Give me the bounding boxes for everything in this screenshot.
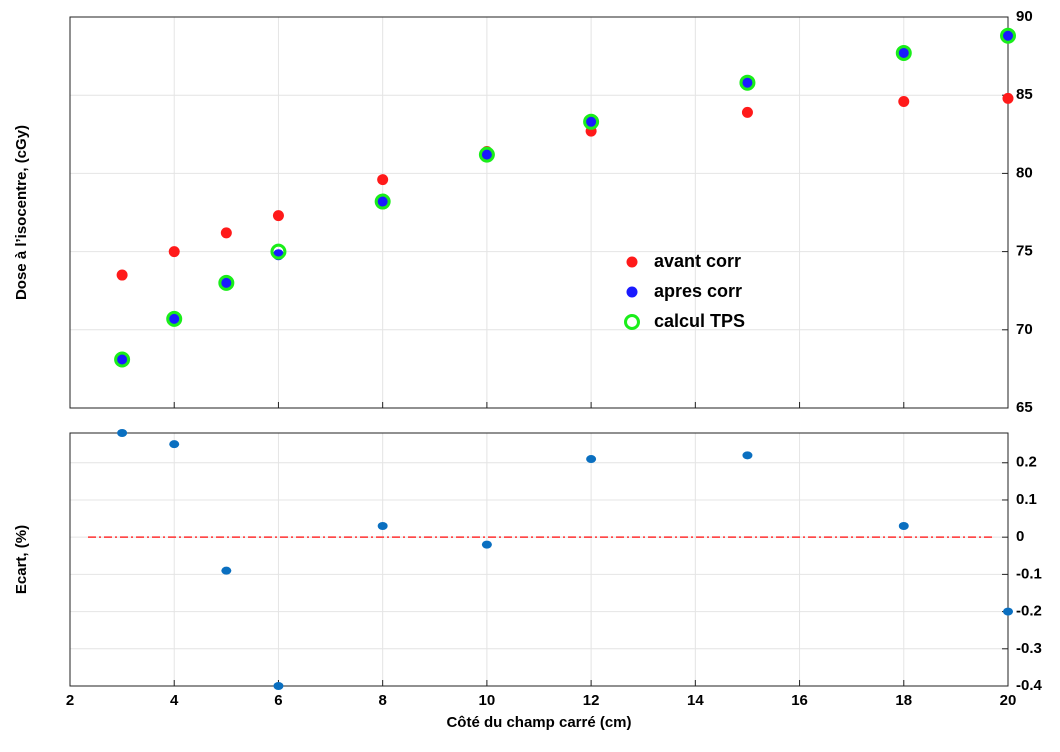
x-tick-label: 6 — [274, 692, 282, 709]
x-tick-label: 8 — [378, 692, 386, 709]
y-axis-label: Ecart, (%) — [13, 525, 30, 594]
y-tick-label: -0.1 — [1016, 565, 1042, 582]
legend-label: apres corr — [654, 281, 742, 301]
x-tick-label: 18 — [895, 692, 912, 709]
marker — [898, 95, 910, 107]
marker — [377, 522, 388, 531]
y-tick-label: 70 — [1016, 321, 1033, 338]
marker — [739, 74, 756, 91]
marker — [1002, 92, 1014, 104]
y-tick-label: -0.4 — [1016, 677, 1043, 694]
x-tick-label: 14 — [687, 692, 704, 709]
marker — [481, 149, 493, 161]
marker — [377, 174, 389, 186]
marker — [114, 351, 131, 368]
marker — [741, 77, 753, 89]
marker — [116, 354, 128, 366]
marker — [895, 44, 912, 61]
y-tick-label: 0.1 — [1016, 491, 1037, 508]
marker — [585, 116, 597, 128]
x-tick-label: 10 — [479, 692, 496, 709]
y-tick-label: 90 — [1016, 8, 1033, 25]
x-tick-label: 2 — [66, 692, 74, 709]
x-axis-label: Côté du champ carré (cm) — [446, 714, 631, 731]
marker — [478, 146, 495, 163]
y-tick-label: -0.2 — [1016, 603, 1042, 620]
plot-frame — [69, 16, 1009, 409]
marker — [374, 193, 391, 210]
legend-marker — [624, 314, 640, 330]
marker — [741, 106, 753, 118]
marker — [1000, 27, 1016, 44]
y-tick-label: 0.2 — [1016, 454, 1037, 471]
marker — [273, 682, 284, 690]
y-tick-label: 80 — [1016, 164, 1033, 181]
y-tick-label: -0.3 — [1016, 640, 1042, 657]
marker — [742, 451, 753, 460]
marker — [116, 269, 128, 281]
marker — [272, 210, 284, 222]
y-tick-label: 85 — [1016, 86, 1033, 103]
marker — [898, 47, 910, 59]
marker — [377, 196, 389, 208]
marker — [220, 277, 232, 289]
x-tick-label: 16 — [791, 692, 808, 709]
y-tick-label: 75 — [1016, 243, 1033, 260]
marker — [220, 227, 232, 239]
marker — [583, 113, 600, 130]
marker — [166, 310, 183, 327]
x-tick-label: 4 — [170, 692, 179, 709]
legend-marker — [626, 286, 638, 298]
marker — [1003, 607, 1013, 616]
legend-label: calcul TPS — [654, 311, 745, 331]
marker — [117, 429, 128, 437]
y-axis-label: Dose à l’isocentre, (cGy) — [13, 125, 30, 300]
x-tick-label: 20 — [1000, 692, 1017, 709]
marker — [168, 313, 180, 325]
marker — [169, 440, 180, 449]
marker — [218, 274, 235, 291]
marker — [270, 243, 287, 260]
y-tick-label: 65 — [1016, 399, 1033, 416]
legend-label: avant corr — [654, 251, 741, 271]
marker — [221, 566, 232, 575]
plot-frame — [69, 432, 1009, 687]
marker — [1002, 30, 1014, 42]
marker — [168, 246, 180, 258]
marker — [586, 455, 597, 464]
x-tick-label: 12 — [583, 692, 600, 709]
marker — [898, 522, 909, 531]
y-tick-label: 0 — [1016, 528, 1024, 545]
legend-marker — [626, 256, 638, 268]
marker — [481, 540, 492, 549]
